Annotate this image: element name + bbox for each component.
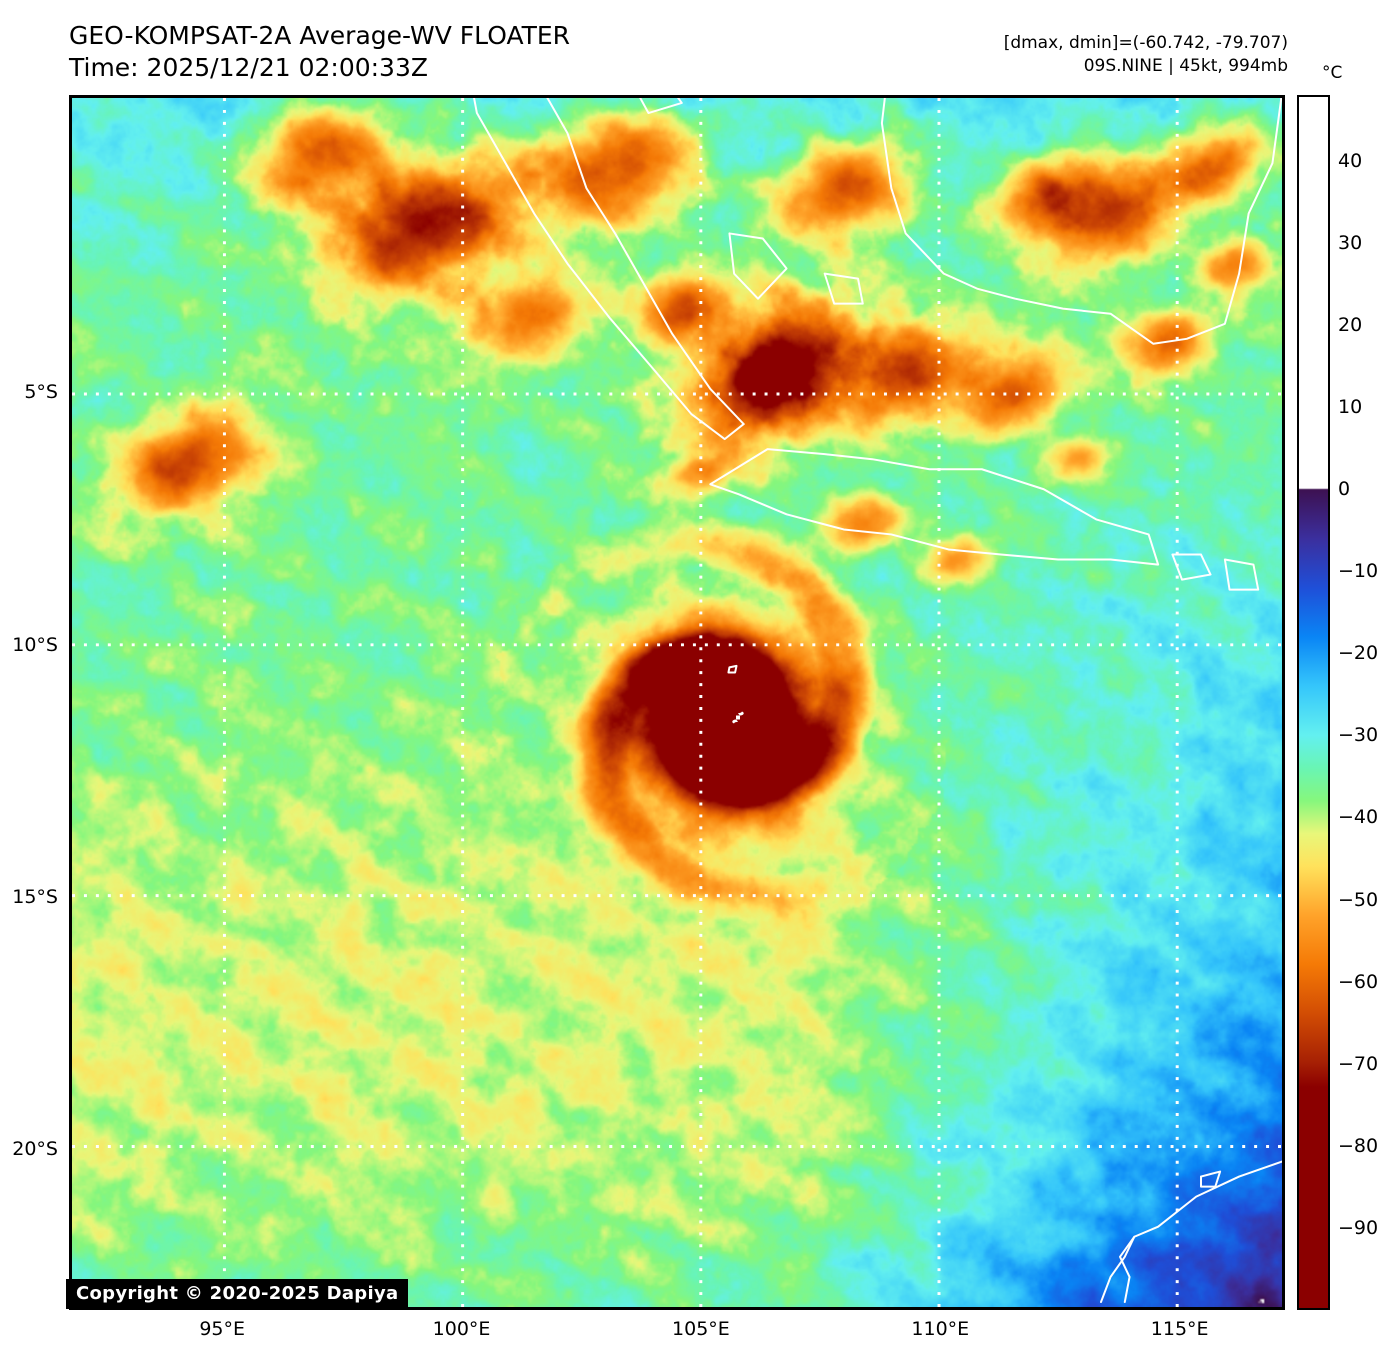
- x-axis-tick-0: 95°E: [199, 1318, 246, 1340]
- page-title: GEO-KOMPSAT-2A Average-WV FLOATER: [69, 21, 571, 50]
- x-axis-tick-1: 100°E: [432, 1318, 491, 1340]
- satellite-imagery-canvas: [72, 98, 1282, 1307]
- x-axis-tick-2: 105°E: [672, 1318, 730, 1340]
- colorbar-tick-11: −70: [1338, 1052, 1379, 1075]
- x-axis-tick-4: 115°E: [1150, 1318, 1209, 1340]
- colorbar-tick-5: −10: [1338, 560, 1379, 583]
- colorbar-tick-7: −30: [1338, 724, 1379, 747]
- x-axis-tick-3: 110°E: [911, 1318, 970, 1340]
- colorbar-unit-label: °C: [1322, 63, 1343, 83]
- title-block: GEO-KOMPSAT-2A Average-WV FLOATER Time: …: [69, 20, 570, 84]
- y-axis-tick-1: 10°S: [12, 633, 58, 656]
- y-axis-tick-2: 15°S: [12, 885, 58, 908]
- colorbar-tick-1: 30: [1338, 231, 1363, 254]
- colorbar-tick-2: 20: [1338, 313, 1363, 336]
- metadata-block: [dmax, dmin]=(-60.742, -79.707) 09S.NINE…: [1004, 32, 1288, 78]
- colorbar-tick-3: 10: [1338, 395, 1363, 418]
- colorbar-tick-12: −80: [1338, 1134, 1379, 1157]
- colorbar-tick-6: −20: [1338, 642, 1379, 665]
- colorbar-tick-9: −50: [1338, 888, 1379, 911]
- dminmax-label: [dmax, dmin]=(-60.742, -79.707): [1003, 33, 1288, 53]
- y-axis-tick-0: 5°S: [24, 381, 58, 404]
- colorbar-tick-4: 0: [1338, 478, 1351, 501]
- copyright-watermark: Copyright © 2020-2025 Dapiya: [66, 1279, 409, 1309]
- colorbar[interactable]: [1297, 95, 1330, 1310]
- storm-info-label: 09S.NINE | 45kt, 994mb: [1083, 55, 1288, 76]
- y-axis-tick-3: 20°S: [12, 1137, 58, 1160]
- colorbar-tick-10: −60: [1338, 970, 1379, 993]
- timestamp-label: Time: 2025/12/21 02:00:33Z: [69, 53, 428, 82]
- colorbar-tick-8: −40: [1338, 806, 1379, 829]
- colorbar-tick-0: 40: [1338, 149, 1363, 172]
- colorbar-gradient: [1299, 97, 1328, 1308]
- colorbar-tick-13: −90: [1338, 1216, 1379, 1239]
- satellite-map-plot[interactable]: [69, 95, 1285, 1310]
